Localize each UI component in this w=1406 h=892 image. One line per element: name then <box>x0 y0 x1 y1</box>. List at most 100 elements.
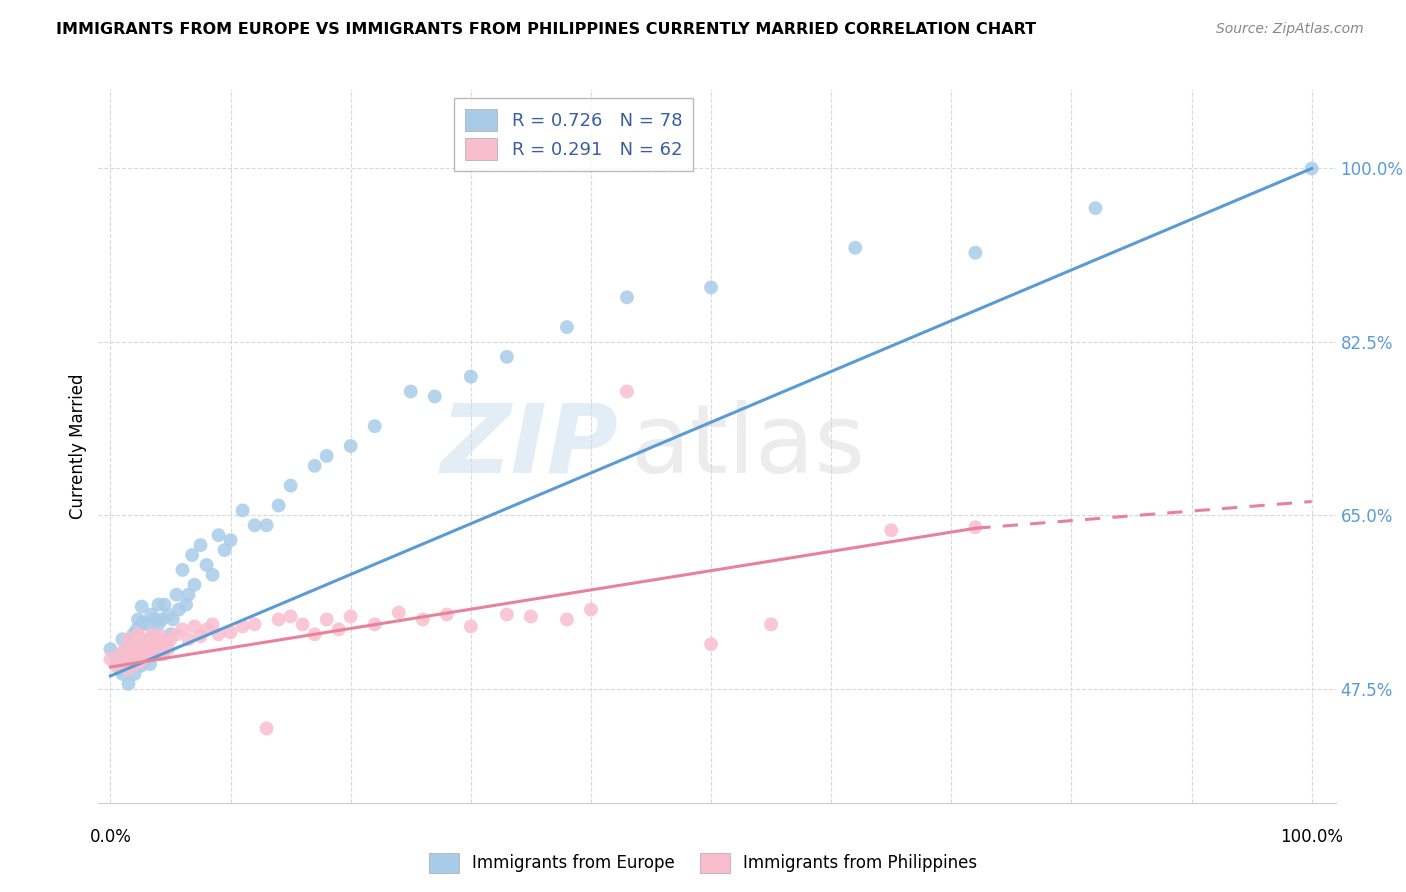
Point <box>167 602 190 616</box>
Point <box>135 617 157 632</box>
Point <box>148 639 170 653</box>
Point <box>155 637 177 651</box>
Text: 100.0%: 100.0% <box>1281 828 1343 846</box>
Point <box>115 642 138 657</box>
Point <box>141 607 163 622</box>
Point <box>291 617 314 632</box>
Point <box>880 523 903 537</box>
Point <box>100 642 122 657</box>
Point <box>495 607 517 622</box>
Point <box>121 645 143 659</box>
Point <box>166 627 188 641</box>
Point <box>138 647 160 661</box>
Point <box>141 642 163 657</box>
Y-axis label: Currently Married: Currently Married <box>69 373 87 519</box>
Point <box>136 647 159 661</box>
Point <box>201 567 224 582</box>
Point <box>214 543 236 558</box>
Text: atlas: atlas <box>630 400 866 492</box>
Point <box>118 637 141 651</box>
Point <box>172 563 194 577</box>
Point <box>117 632 139 647</box>
Point <box>700 280 723 294</box>
Point <box>125 623 148 637</box>
Point <box>965 245 987 260</box>
Point <box>195 623 218 637</box>
Point <box>117 662 139 676</box>
Point <box>100 652 122 666</box>
Point <box>132 632 155 647</box>
Point <box>157 642 180 657</box>
Point <box>520 609 543 624</box>
Point <box>143 612 166 626</box>
Point <box>129 645 152 659</box>
Point <box>181 548 204 562</box>
Point <box>315 449 337 463</box>
Point <box>141 637 163 651</box>
Point <box>131 599 153 614</box>
Point <box>267 499 290 513</box>
Point <box>145 647 167 661</box>
Legend: R = 0.726   N = 78, R = 0.291   N = 62: R = 0.726 N = 78, R = 0.291 N = 62 <box>454 98 693 171</box>
Text: 0.0%: 0.0% <box>90 828 131 846</box>
Text: IMMIGRANTS FROM EUROPE VS IMMIGRANTS FROM PHILIPPINES CURRENTLY MARRIED CORRELAT: IMMIGRANTS FROM EUROPE VS IMMIGRANTS FRO… <box>56 22 1036 37</box>
Point <box>219 625 242 640</box>
Point <box>304 458 326 473</box>
Point <box>149 629 172 643</box>
Point <box>162 612 184 626</box>
Point <box>143 645 166 659</box>
Point <box>232 503 254 517</box>
Point <box>141 627 163 641</box>
Point <box>146 632 169 647</box>
Point <box>759 617 782 632</box>
Point <box>256 722 278 736</box>
Point <box>157 607 180 622</box>
Point <box>148 617 170 632</box>
Point <box>124 667 146 681</box>
Point <box>152 647 174 661</box>
Point <box>495 350 517 364</box>
Point <box>159 627 181 641</box>
Point <box>114 657 136 671</box>
Point <box>135 639 157 653</box>
Point <box>124 647 146 661</box>
Point <box>114 642 136 657</box>
Point <box>166 588 188 602</box>
Point <box>146 632 169 647</box>
Point <box>183 619 205 633</box>
Point <box>148 598 170 612</box>
Point <box>150 612 173 626</box>
Point <box>183 578 205 592</box>
Point <box>579 602 602 616</box>
Point <box>243 617 266 632</box>
Point <box>177 588 200 602</box>
Point <box>339 609 361 624</box>
Point <box>110 647 132 661</box>
Point <box>190 629 212 643</box>
Point <box>121 645 143 659</box>
Point <box>190 538 212 552</box>
Point <box>174 598 197 612</box>
Point <box>328 623 350 637</box>
Point <box>555 612 578 626</box>
Point <box>118 652 141 666</box>
Point <box>131 642 153 657</box>
Point <box>555 320 578 334</box>
Point <box>134 649 156 664</box>
Point <box>138 632 160 647</box>
Point <box>388 606 411 620</box>
Point <box>460 619 482 633</box>
Point <box>108 647 131 661</box>
Point <box>121 659 143 673</box>
Point <box>700 637 723 651</box>
Point <box>1301 161 1323 176</box>
Point <box>122 627 145 641</box>
Point <box>117 649 139 664</box>
Point <box>117 677 139 691</box>
Point <box>243 518 266 533</box>
Legend: Immigrants from Europe, Immigrants from Philippines: Immigrants from Europe, Immigrants from … <box>422 847 984 880</box>
Point <box>844 241 866 255</box>
Point <box>108 662 131 676</box>
Point <box>135 652 157 666</box>
Point <box>132 652 155 666</box>
